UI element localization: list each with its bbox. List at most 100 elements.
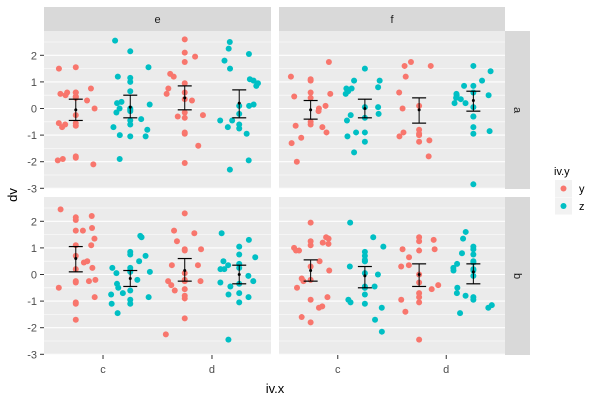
data-point <box>450 267 457 274</box>
data-point <box>470 62 477 69</box>
data-point <box>325 235 332 242</box>
data-point <box>181 247 188 254</box>
data-point <box>250 77 257 84</box>
data-point <box>127 133 134 140</box>
group-c-z <box>345 219 387 335</box>
data-point <box>173 238 180 245</box>
data-point <box>79 227 86 234</box>
data-point <box>142 252 149 259</box>
data-point <box>59 156 66 163</box>
data-point <box>88 242 95 249</box>
data-point <box>236 243 243 250</box>
data-point <box>462 292 469 299</box>
data-point <box>400 129 407 136</box>
data-point <box>142 133 149 140</box>
data-point <box>435 282 442 289</box>
strip-label-a: a <box>511 107 523 114</box>
data-point <box>470 130 477 137</box>
data-point <box>89 224 96 231</box>
data-point <box>288 140 295 147</box>
data-point <box>307 242 314 249</box>
data-point <box>462 100 469 107</box>
data-point <box>457 310 464 317</box>
data-point <box>307 94 314 101</box>
data-point <box>298 134 305 141</box>
x-tick-label: c <box>335 364 341 376</box>
data-point <box>398 263 405 270</box>
data-point <box>181 130 188 137</box>
data-point <box>470 246 477 253</box>
data-point <box>454 284 461 291</box>
mean-point <box>183 269 187 273</box>
mean-point <box>128 105 132 109</box>
data-point <box>342 90 349 97</box>
data-point <box>300 278 307 285</box>
data-point <box>458 250 465 257</box>
data-point <box>245 294 252 301</box>
data-point <box>307 89 314 96</box>
data-point <box>461 82 468 89</box>
data-point <box>485 304 492 311</box>
data-point <box>291 93 298 100</box>
data-point <box>316 258 323 265</box>
data-point <box>55 65 62 72</box>
data-point <box>292 122 299 129</box>
data-point <box>307 121 314 128</box>
data-point <box>91 105 98 112</box>
group-d-y <box>398 234 442 343</box>
data-point <box>171 227 178 234</box>
data-point <box>236 290 243 297</box>
data-point <box>361 65 368 72</box>
data-point <box>319 124 326 131</box>
data-point <box>298 314 305 321</box>
mean-point <box>74 108 78 112</box>
data-point <box>307 296 314 303</box>
data-point <box>416 247 423 254</box>
legend-keys: yz <box>555 180 585 215</box>
data-point <box>416 294 423 301</box>
data-point <box>110 124 117 131</box>
data-point <box>119 290 126 297</box>
legend-label-z: z <box>579 201 585 213</box>
data-point <box>486 128 493 135</box>
data-point <box>72 316 79 323</box>
data-point <box>236 299 243 306</box>
x-tick-label: c <box>100 364 106 376</box>
data-point <box>402 73 409 80</box>
data-point <box>92 276 99 283</box>
mean-point <box>363 274 367 278</box>
data-point <box>250 278 257 285</box>
panel-background <box>279 197 505 355</box>
data-point <box>470 124 477 131</box>
y-tick-label: -3 <box>27 183 37 195</box>
data-point <box>165 85 172 92</box>
data-point <box>372 316 379 323</box>
data-point <box>378 304 385 311</box>
group-d-y <box>163 36 206 167</box>
mean-point <box>471 270 475 274</box>
data-point <box>416 238 423 245</box>
data-point <box>72 300 79 307</box>
data-point <box>220 258 227 265</box>
data-point <box>138 116 145 123</box>
data-point <box>181 49 188 56</box>
panels <box>44 31 505 355</box>
data-point <box>470 113 477 120</box>
data-point <box>91 235 98 242</box>
data-point <box>293 158 300 165</box>
data-point <box>361 291 368 298</box>
data-point <box>89 264 96 271</box>
data-point <box>315 304 322 311</box>
data-point <box>72 64 79 71</box>
data-point <box>252 254 259 261</box>
panel-e-b <box>44 197 271 355</box>
y-tick-label: -2 <box>27 157 37 169</box>
data-point <box>398 296 405 303</box>
data-point <box>197 278 204 285</box>
data-point <box>194 262 201 269</box>
data-point <box>72 279 79 286</box>
data-point <box>427 62 434 69</box>
x-tick-label: d <box>209 364 215 376</box>
data-point <box>84 258 91 265</box>
strip-top-e <box>44 7 271 31</box>
